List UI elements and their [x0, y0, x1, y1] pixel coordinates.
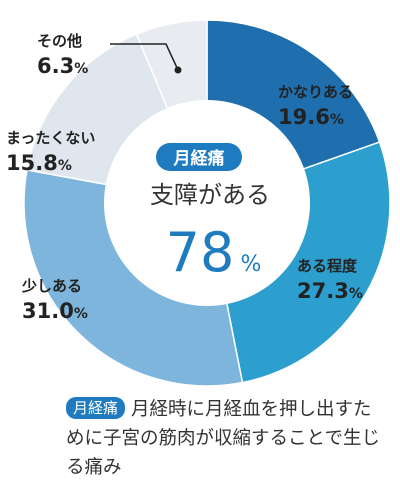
slice-value: 31.0 — [22, 299, 74, 323]
note-badge: 月経痛 — [66, 397, 126, 419]
donut-hole — [104, 100, 310, 306]
slice-unit: % — [74, 61, 88, 77]
svg-text:15.8%: 15.8% — [6, 151, 72, 175]
slice-label-sukoshi: 少しある 31.0% — [21, 277, 88, 323]
center-label: 支障がある — [150, 181, 270, 209]
svg-text:27.3%: 27.3% — [297, 279, 363, 303]
slice-label-mattaku: まったくない 15.8% — [6, 129, 95, 175]
slice-unit: % — [349, 286, 363, 302]
slice-unit: % — [74, 306, 88, 322]
slice-name: まったくない — [6, 129, 95, 147]
slice-unit: % — [330, 112, 344, 128]
center-badge-label: 月経痛 — [173, 148, 225, 169]
slice-name: 少しある — [21, 277, 82, 295]
svg-text:19.6%: 19.6% — [278, 105, 344, 129]
slice-name: その他 — [37, 32, 82, 50]
center-unit: % — [241, 252, 262, 277]
slice-label-kanari: かなりある 19.6% — [278, 83, 353, 129]
slice-value: 19.6 — [278, 105, 330, 129]
svg-text:31.0%: 31.0% — [22, 299, 88, 323]
slice-value: 6.3 — [37, 54, 74, 78]
slice-unit: % — [58, 158, 72, 174]
slice-value: 27.3 — [297, 279, 349, 303]
definition-note: 月経痛 月経時に月経血を押し出すために子宮の筋肉が収縮することで生じる痛み — [66, 395, 386, 482]
other-callout-dot — [174, 66, 182, 74]
slice-name: かなりある — [278, 83, 353, 101]
slice-value: 15.8 — [6, 151, 58, 175]
center-badge — [156, 143, 242, 171]
svg-text:6.3%: 6.3% — [37, 54, 88, 78]
center-value: 78 — [166, 221, 235, 284]
other-callout-line — [110, 43, 179, 71]
note-text: 月経時に月経血を押し出すために子宮の筋肉が収縮することで生じる痛み — [66, 399, 380, 478]
slice-label-aruteido: ある程度 27.3% — [297, 257, 363, 303]
slice-label-other: その他 6.3% — [37, 32, 88, 78]
slice-name: ある程度 — [297, 257, 358, 275]
